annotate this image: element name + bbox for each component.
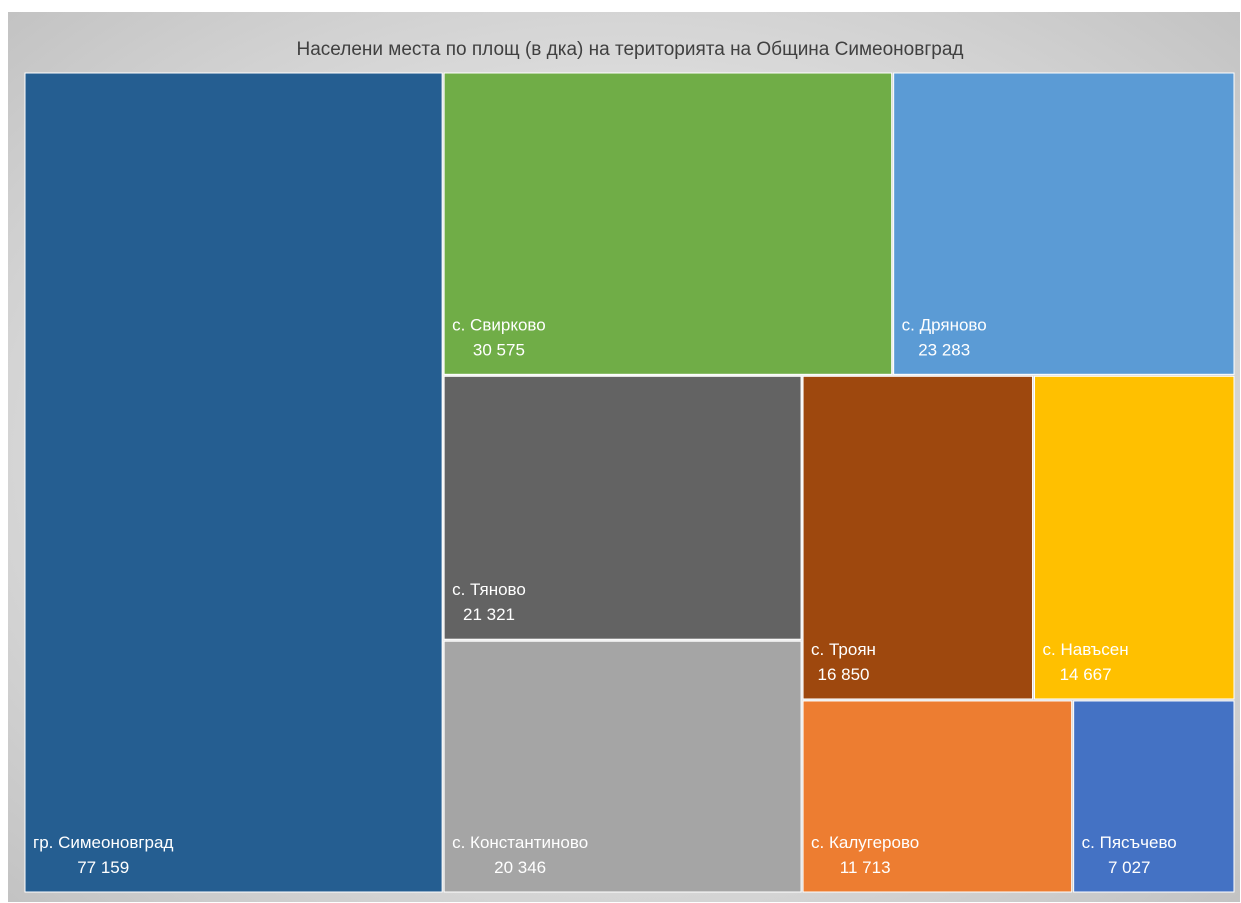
tile-label: с. Дряново (902, 315, 987, 334)
tile-value-label: 30 575 (473, 340, 525, 359)
tile-label: гр. Симеоновград (33, 833, 173, 852)
tile-label: с. Калугерово (811, 833, 919, 852)
tile-value-label: 21 321 (463, 605, 515, 624)
chart-title: Населени места по площ (в дка) на терито… (297, 39, 964, 60)
tile-label: с. Константиново (452, 833, 588, 852)
tile (443, 640, 802, 893)
tile-label: с. Пясъчево (1082, 833, 1177, 852)
tile-label: с. Свирково (452, 315, 546, 334)
tile-value-label: 23 283 (918, 340, 970, 359)
tile-value-label: 20 346 (494, 858, 546, 877)
tile (893, 72, 1235, 375)
tile-label: с. Тяново (452, 580, 526, 599)
tile-value-label: 77 159 (77, 858, 129, 877)
tile (802, 375, 1034, 700)
tile-value-label: 7 027 (1108, 858, 1151, 877)
tile (443, 375, 802, 640)
tile-value-label: 14 667 (1060, 665, 1112, 684)
tile (1073, 700, 1235, 893)
tile (802, 700, 1073, 893)
tile (1034, 375, 1235, 700)
tile-value-label: 16 850 (818, 665, 870, 684)
tile-value-label: 11 713 (840, 858, 891, 877)
tile-label: с. Навъсен (1043, 640, 1129, 659)
tile (443, 72, 893, 375)
tile-label: с. Троян (811, 640, 876, 659)
tile (24, 72, 443, 893)
